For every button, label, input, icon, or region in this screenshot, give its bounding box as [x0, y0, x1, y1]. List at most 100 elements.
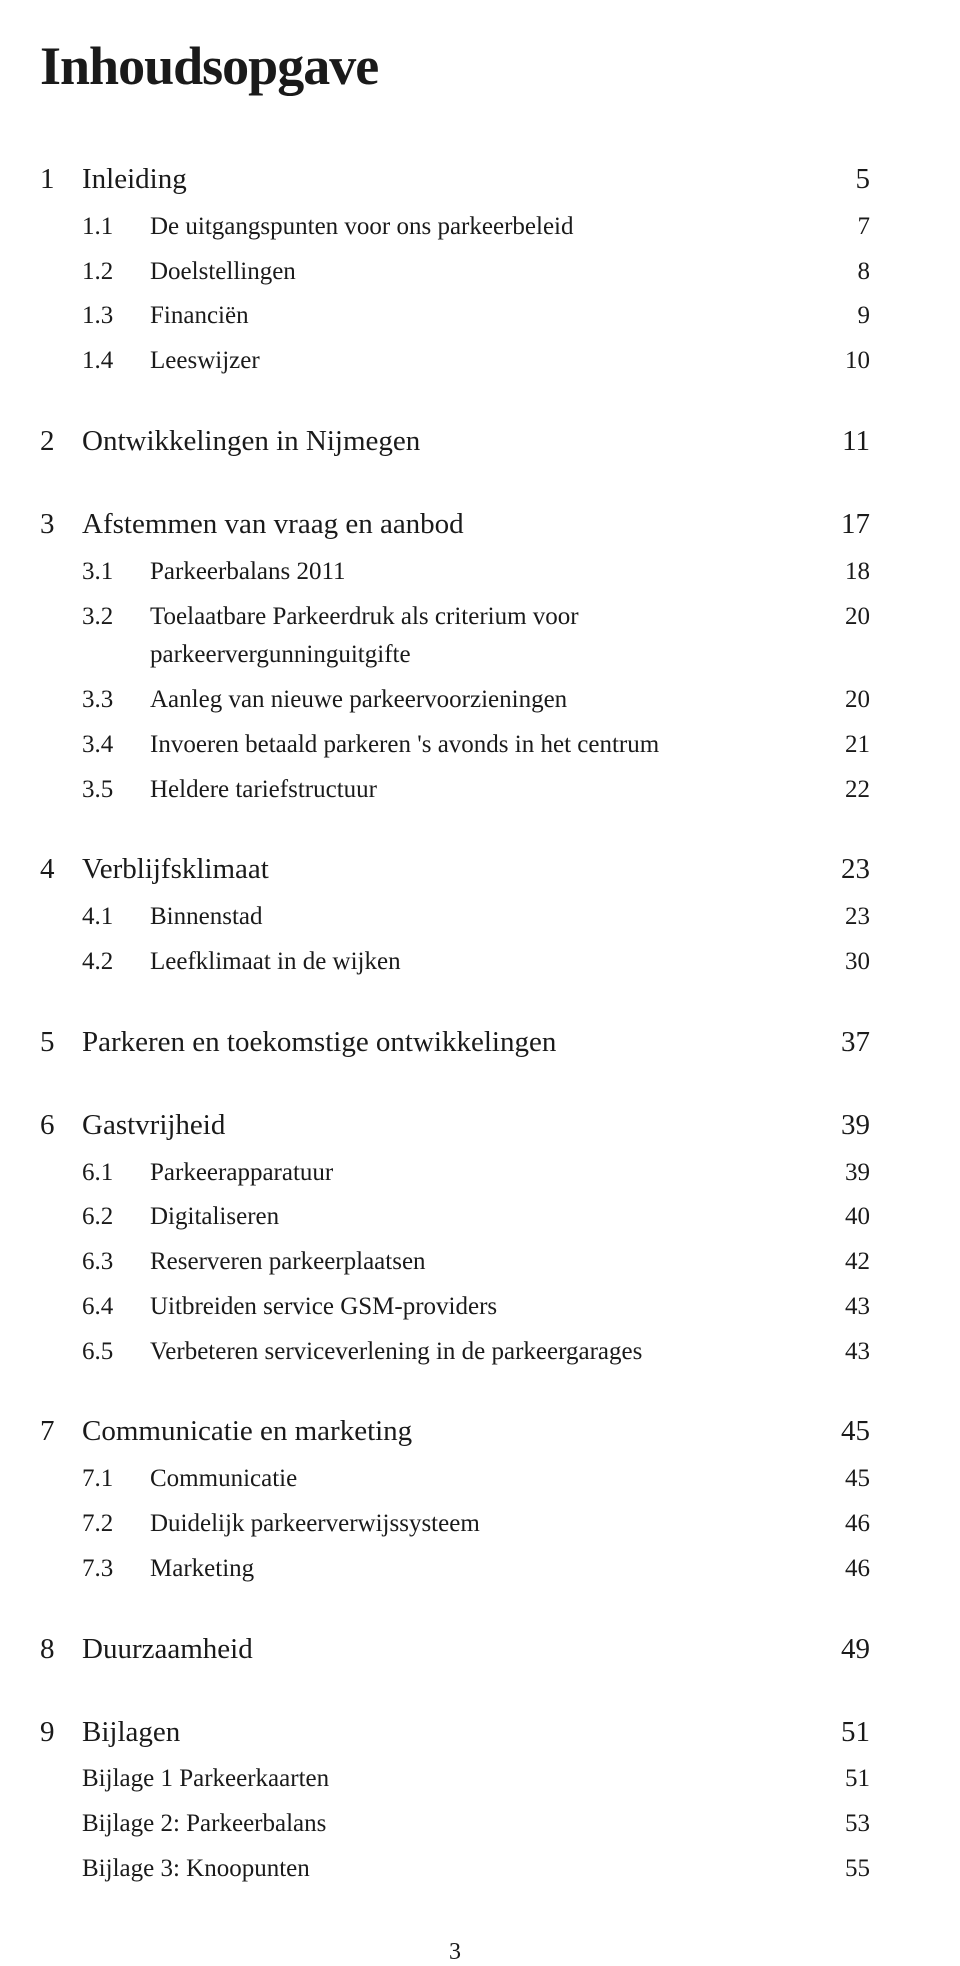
toc-item-number: 6.1: [82, 1154, 150, 1193]
toc-item-number: 1.4: [82, 342, 150, 381]
toc-section-number: 1: [40, 157, 82, 202]
toc-item-label: Marketing: [150, 1550, 820, 1589]
toc-section-number: 6: [40, 1103, 82, 1148]
toc-item-row: 7.3 Marketing 46: [40, 1550, 870, 1589]
toc-item-label: Invoeren betaald parkeren 's avonds in h…: [150, 726, 820, 765]
toc-item-page: 20: [820, 598, 870, 637]
toc-item-label: Aanleg van nieuwe parkeervoorzieningen: [150, 681, 820, 720]
toc-heading-row: 6 Gastvrijheid 39: [40, 1103, 870, 1148]
toc-section-label: Bijlagen: [82, 1710, 820, 1755]
toc-item-number: 3.3: [82, 681, 150, 720]
toc-item-row: 1.3 Financiën 9: [40, 297, 870, 336]
toc-item-number: 6.3: [82, 1243, 150, 1282]
toc-item-number: 3.2: [82, 598, 150, 637]
toc-bijlage-row: Bijlage 3: Knoopunten 55: [40, 1850, 870, 1889]
toc-section-page: 11: [820, 419, 870, 464]
toc-section: 4 Verblijfsklimaat 23 4.1 Binnenstad 23 …: [40, 847, 870, 981]
toc-item-label: Digitaliseren: [150, 1198, 820, 1237]
toc-item-row: 1.1 De uitgangspunten voor ons parkeerbe…: [40, 208, 870, 247]
toc-section-label: Parkeren en toekomstige ontwikkelingen: [82, 1020, 820, 1065]
toc-item-page: 18: [820, 553, 870, 592]
toc-section-number: 8: [40, 1627, 82, 1672]
toc-item-row: 3.2 Toelaatbare Parkeerdruk als criteriu…: [40, 598, 870, 676]
toc-section-page: 45: [820, 1409, 870, 1454]
page-title: Inhoudsopgave: [40, 35, 870, 97]
toc-item-row: 6.4 Uitbreiden service GSM-providers 43: [40, 1288, 870, 1327]
toc-item-row: 3.5 Heldere tariefstructuur 22: [40, 771, 870, 810]
toc-item-page: 43: [820, 1333, 870, 1372]
toc-bijlage-page: 53: [820, 1805, 870, 1844]
toc-item-page: 30: [820, 943, 870, 982]
page-number: 3: [40, 1939, 870, 1966]
toc-heading-row: 9 Bijlagen 51: [40, 1710, 870, 1755]
toc-bijlage-label: Bijlage 1 Parkeerkaarten: [40, 1760, 820, 1799]
toc-item-row: 6.2 Digitaliseren 40: [40, 1198, 870, 1237]
toc-section-label: Communicatie en marketing: [82, 1409, 820, 1454]
toc-item-label: Parkeerapparatuur: [150, 1154, 820, 1193]
toc-bijlage-page: 51: [820, 1760, 870, 1799]
toc-section-number: 2: [40, 419, 82, 464]
toc-section-page: 17: [820, 502, 870, 547]
toc-section-page: 51: [820, 1710, 870, 1755]
toc-item-page: 46: [820, 1550, 870, 1589]
toc-item-row: 3.4 Invoeren betaald parkeren 's avonds …: [40, 726, 870, 765]
toc-item-number: 3.5: [82, 771, 150, 810]
toc-item-row: 7.2 Duidelijk parkeerverwijssysteem 46: [40, 1505, 870, 1544]
toc-bijlage-label: Bijlage 2: Parkeerbalans: [40, 1805, 820, 1844]
toc-item-label: Leeswijzer: [150, 342, 820, 381]
toc-section-number: 4: [40, 847, 82, 892]
toc-section-number: 5: [40, 1020, 82, 1065]
toc-item-row: 4.2 Leefklimaat in de wijken 30: [40, 943, 870, 982]
toc-item-number: 6.2: [82, 1198, 150, 1237]
toc-item-page: 22: [820, 771, 870, 810]
toc-item-page: 8: [820, 253, 870, 292]
toc-section-label: Duurzaamheid: [82, 1627, 820, 1672]
toc-item-number: 4.2: [82, 943, 150, 982]
toc-item-label: Binnenstad: [150, 898, 820, 937]
toc-section-page: 5: [820, 157, 870, 202]
toc-item-page: 7: [820, 208, 870, 247]
toc-item-row: 1.2 Doelstellingen 8: [40, 253, 870, 292]
toc-section-label: Afstemmen van vraag en aanbod: [82, 502, 820, 547]
toc-item-label: Reserveren parkeerplaatsen: [150, 1243, 820, 1282]
toc-item-number: 6.5: [82, 1333, 150, 1372]
toc-bijlage-page: 55: [820, 1850, 870, 1889]
toc-item-label: Doelstellingen: [150, 253, 820, 292]
toc-section: 1 Inleiding 5 1.1 De uitgangspunten voor…: [40, 157, 870, 381]
toc-item-page: 46: [820, 1505, 870, 1544]
toc-item-row: 7.1 Communicatie 45: [40, 1460, 870, 1499]
toc-item-page: 40: [820, 1198, 870, 1237]
toc-item-row: 6.1 Parkeerapparatuur 39: [40, 1154, 870, 1193]
toc-item-row: 6.3 Reserveren parkeerplaatsen 42: [40, 1243, 870, 1282]
toc-section-number: 3: [40, 502, 82, 547]
toc-item-page: 9: [820, 297, 870, 336]
toc-section: 3 Afstemmen van vraag en aanbod 17 3.1 P…: [40, 502, 870, 809]
toc-item-page: 39: [820, 1154, 870, 1193]
toc-item-page: 45: [820, 1460, 870, 1499]
toc-item-number: 3.1: [82, 553, 150, 592]
toc-item-label: Uitbreiden service GSM-providers: [150, 1288, 820, 1327]
toc-item-number: 6.4: [82, 1288, 150, 1327]
toc-section: 7 Communicatie en marketing 45 7.1 Commu…: [40, 1409, 870, 1588]
toc-section-page: 37: [820, 1020, 870, 1065]
toc-item-row: 6.5 Verbeteren serviceverlening in de pa…: [40, 1333, 870, 1372]
toc-heading-row: 5 Parkeren en toekomstige ontwikkelingen…: [40, 1020, 870, 1065]
toc-heading-row: 4 Verblijfsklimaat 23: [40, 847, 870, 892]
toc-heading-row: 8 Duurzaamheid 49: [40, 1627, 870, 1672]
toc-item-number: 1.1: [82, 208, 150, 247]
toc-section-page: 49: [820, 1627, 870, 1672]
toc-bijlage-row: Bijlage 1 Parkeerkaarten 51: [40, 1760, 870, 1799]
toc-item-label: Duidelijk parkeerverwijssysteem: [150, 1505, 820, 1544]
toc-item-row: 3.1 Parkeerbalans 2011 18: [40, 553, 870, 592]
toc-item-label: Heldere tariefstructuur: [150, 771, 820, 810]
table-of-contents: 1 Inleiding 5 1.1 De uitgangspunten voor…: [40, 157, 870, 1889]
toc-item-number: 3.4: [82, 726, 150, 765]
toc-section-number: 9: [40, 1710, 82, 1755]
toc-section-label: Ontwikkelingen in Nijmegen: [82, 419, 820, 464]
toc-item-page: 23: [820, 898, 870, 937]
toc-section: 5 Parkeren en toekomstige ontwikkelingen…: [40, 1020, 870, 1065]
toc-item-label: Leefklimaat in de wijken: [150, 943, 820, 982]
toc-heading-row: 3 Afstemmen van vraag en aanbod 17: [40, 502, 870, 547]
toc-item-label: De uitgangspunten voor ons parkeerbeleid: [150, 208, 820, 247]
toc-item-page: 10: [820, 342, 870, 381]
